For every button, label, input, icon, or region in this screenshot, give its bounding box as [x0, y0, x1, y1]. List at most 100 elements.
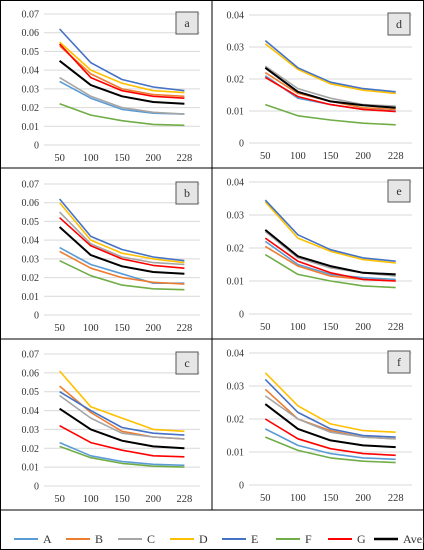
x-tick-label: 228 [177, 494, 193, 505]
series-line-e [59, 391, 185, 436]
panel-a: 0 0.01 0.02 0.03 0.04 0.05 0.06 0.07 50 100 150 200… [22, 10, 200, 164]
y-tick-label: 0.01 [227, 107, 245, 118]
x-tick-label: 150 [114, 323, 130, 334]
y-tick-label: 0.02 [227, 244, 245, 255]
panel-label: a [184, 16, 190, 30]
legend-label-average: Average [403, 532, 424, 546]
series-line-d [264, 201, 396, 264]
panel-label-box [175, 351, 199, 375]
series-line-g [59, 43, 185, 99]
x-tick-label: 150 [114, 494, 130, 505]
series-line-f [264, 253, 396, 289]
y-tick-label: 0.04 [22, 406, 40, 417]
series-line-f [59, 259, 185, 291]
series-line-g [264, 237, 396, 282]
x-tick-label: 100 [83, 323, 99, 334]
panel-e: 0 0.01 0.02 0.03 0.04 50 100 150 200 228 e [227, 178, 412, 333]
panel-label: d [396, 17, 402, 31]
y-tick-label: 0.03 [227, 211, 245, 222]
panel-label-box [175, 11, 199, 35]
series-line-average [264, 66, 396, 109]
y-tick-label: 0.07 [22, 350, 40, 361]
y-tick-label: 0.01 [22, 292, 40, 303]
series-line-d [58, 202, 185, 264]
series-line-g [59, 424, 185, 458]
y-tick-label: 0.01 [227, 277, 245, 288]
series-line-e [58, 198, 185, 262]
y-tick-label: 0.02 [227, 415, 245, 426]
y-tick-label: 0.04 [227, 178, 245, 189]
legend-label-g: G [357, 532, 366, 546]
panel-label: c [184, 356, 189, 370]
x-tick-label: 150 [323, 493, 339, 504]
y-tick-label: 0.03 [22, 254, 40, 265]
series-line-c [59, 76, 185, 115]
series-line-g [59, 217, 185, 269]
y-tick-label: 0.06 [22, 198, 40, 209]
series-line-a [264, 428, 396, 461]
legend-label-c: C [147, 532, 155, 546]
series-line-average [59, 407, 185, 450]
y-tick-label: 0.01 [22, 122, 40, 133]
panel-c: 0 0.01 0.02 0.03 0.04 0.05 0.06 0.07 50 100 150 200… [22, 350, 200, 505]
series-line-b [59, 45, 185, 98]
series-line-e [59, 28, 185, 92]
y-tick-label: 0.03 [227, 43, 245, 54]
x-tick-label: 50 [54, 494, 65, 505]
panel-d: 0 0.01 0.02 0.03 0.04 50 100 150 200 228 d [227, 11, 412, 162]
series-line-average [58, 226, 185, 275]
x-tick-label: 100 [290, 322, 306, 333]
series-line-b [59, 250, 185, 285]
panel-label-box [175, 181, 199, 205]
y-tick-label: 0.02 [22, 444, 40, 455]
y-tick-label: 0.03 [227, 382, 245, 393]
x-tick-label: 228 [388, 493, 404, 504]
x-tick-label: 50 [54, 323, 65, 334]
series-line-average [264, 403, 396, 449]
y-tick-label: 0.03 [22, 425, 40, 436]
x-tick-label: 100 [83, 153, 99, 164]
series-line-a [264, 240, 396, 281]
y-tick-label: 0.05 [22, 47, 40, 58]
series-line-f [59, 103, 185, 127]
series-line-f [265, 103, 396, 126]
series-line-c [59, 211, 185, 266]
y-tick-label: 0 [239, 310, 244, 321]
x-tick-label: 200 [355, 151, 371, 162]
x-tick-label: 200 [145, 494, 161, 505]
y-tick-label: 0.06 [22, 368, 40, 379]
x-tick-label: 50 [54, 153, 65, 164]
legend-label-a: A [43, 532, 52, 546]
x-tick-label: 100 [290, 493, 306, 504]
y-tick-label: 0.03 [22, 84, 40, 95]
panel-label: e [396, 184, 401, 198]
panel-label-box [387, 179, 411, 203]
y-tick-label: 0.04 [227, 11, 245, 22]
legend-label-e: E [251, 532, 258, 546]
y-tick-label: 0.05 [22, 217, 40, 228]
y-tick-label: 0.04 [22, 66, 40, 77]
x-tick-label: 50 [260, 493, 271, 504]
y-tick-label: 0.04 [227, 349, 245, 360]
x-tick-label: 150 [323, 151, 339, 162]
y-tick-label: 0 [34, 311, 39, 322]
x-tick-label: 200 [145, 153, 161, 164]
x-tick-label: 200 [355, 322, 371, 333]
y-tick-label: 0.06 [22, 28, 40, 39]
series-line-e [264, 378, 396, 438]
y-tick-label: 0.04 [22, 236, 40, 247]
series-line-d [264, 43, 396, 95]
panel-label-box [387, 350, 411, 374]
legend-label-f: F [305, 532, 312, 546]
y-tick-label: 0 [239, 139, 244, 150]
y-tick-label: 0.07 [22, 180, 40, 191]
y-tick-label: 0.01 [227, 448, 245, 459]
x-tick-label: 228 [388, 322, 404, 333]
x-tick-label: 228 [177, 153, 193, 164]
legend-label-b: B [95, 532, 103, 546]
y-tick-label: 0.02 [227, 75, 245, 86]
series-line-g [264, 418, 396, 457]
x-tick-label: 100 [83, 494, 99, 505]
panel-label-box [387, 12, 411, 36]
